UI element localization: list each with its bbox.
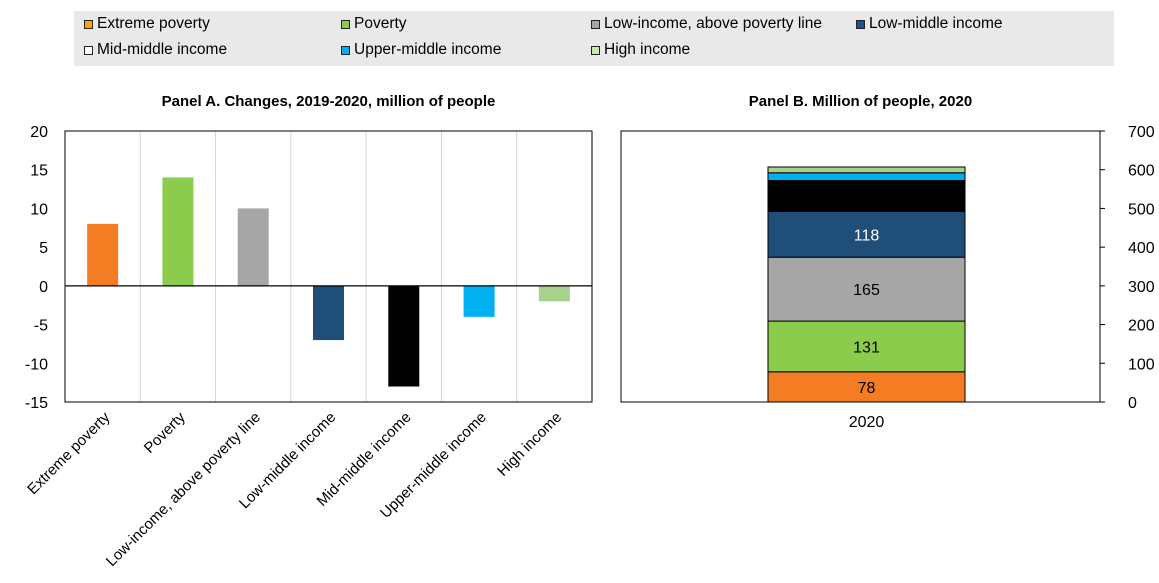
legend-label: Upper-middle income bbox=[354, 41, 502, 58]
panel-b-frame bbox=[620, 130, 1101, 403]
panel-b-y-tick-label: 400 bbox=[1128, 240, 1155, 257]
legend-swatch bbox=[84, 19, 93, 29]
panel-a-y-tick-label: 5 bbox=[39, 240, 48, 257]
panel-a-y-tick-label: -10 bbox=[25, 356, 48, 373]
legend-swatch bbox=[84, 45, 93, 55]
panel-b-y-tick-label: 100 bbox=[1128, 356, 1155, 373]
panel-a-frame bbox=[64, 130, 593, 403]
panel-b-data-label: 131 bbox=[853, 339, 880, 356]
legend-swatch bbox=[856, 19, 865, 29]
panel-b-y-tick-label: 300 bbox=[1128, 279, 1155, 296]
legend-item: Mid-middle income bbox=[84, 40, 227, 60]
legend-label: Low-middle income bbox=[869, 15, 1003, 32]
panel-a-x-tick-label: High income bbox=[494, 409, 565, 480]
panel-b-stack-segment bbox=[767, 211, 966, 258]
panel-a-bar bbox=[237, 208, 269, 286]
legend-swatch bbox=[341, 45, 350, 55]
panel-a-bar bbox=[538, 285, 570, 302]
panel-a-x-tick-label: Low-income, above poverty line bbox=[103, 409, 264, 570]
panel-b-data-label: 165 bbox=[853, 282, 880, 299]
panel-a-bar bbox=[313, 285, 344, 341]
legend-swatch bbox=[341, 19, 350, 29]
panel-b-y-tick-label: 0 bbox=[1128, 395, 1137, 412]
panel-a-bar bbox=[463, 285, 495, 317]
panel-b-stack-segment bbox=[767, 166, 966, 174]
panel-b-stack-segment bbox=[767, 180, 966, 213]
panel-a-y-tick-label: 0 bbox=[39, 279, 48, 296]
legend: Extreme poverty Poverty Low-income, above … bbox=[74, 11, 1114, 66]
panel-a-y-tick-label: -15 bbox=[25, 395, 48, 412]
legend-swatch bbox=[591, 45, 600, 55]
legend-label: Mid-middle income bbox=[97, 41, 228, 58]
panel-a-bar bbox=[388, 285, 420, 387]
panel-a-y-tick-label: -5 bbox=[34, 318, 48, 335]
panel-b-y-tick-label: 200 bbox=[1128, 318, 1155, 335]
panel-a-y-tick-label: 10 bbox=[30, 201, 48, 218]
legend-item: Upper-middle income bbox=[341, 40, 501, 60]
panel-b-data-label: 118 bbox=[854, 227, 880, 244]
panel-b-stack-segment bbox=[767, 371, 966, 403]
panel-a-y-tick-label: 15 bbox=[30, 163, 48, 180]
legend-label: Poverty bbox=[354, 15, 407, 32]
legend-item: Low-income, above poverty line bbox=[591, 14, 822, 34]
panel-a-y-tick-label: 20 bbox=[30, 124, 48, 141]
panel-a-bar bbox=[162, 177, 194, 286]
legend-label: Extreme poverty bbox=[97, 15, 210, 32]
panel-b-stack-segment bbox=[767, 172, 966, 182]
panel-b-y-tick-label: 700 bbox=[1128, 124, 1155, 141]
panel-b-title: Panel B. Million of people, 2020 bbox=[749, 93, 972, 110]
panel-a-bar bbox=[87, 223, 119, 286]
legend-label: Low-income, above poverty line bbox=[604, 15, 822, 32]
panel-a-x-tick-label: Extreme poverty bbox=[24, 408, 114, 498]
legend-item: Extreme poverty bbox=[84, 14, 210, 34]
panel-b-y-tick-label: 600 bbox=[1128, 163, 1155, 180]
panel-b-data-label: 78 bbox=[858, 380, 876, 397]
legend-swatch bbox=[591, 19, 600, 29]
panel-b-y-tick-label: 500 bbox=[1128, 201, 1155, 218]
panel-b-stack-segment bbox=[767, 256, 966, 322]
panel-a-x-tick-label: Poverty bbox=[141, 408, 189, 456]
panel-a-title: Panel A. Changes, 2019-2020, million of … bbox=[162, 93, 496, 110]
legend-label: High income bbox=[604, 41, 691, 58]
legend-item: Poverty bbox=[341, 14, 407, 34]
legend-item: High income bbox=[591, 40, 690, 60]
panel-b-x-tick-label: 2020 bbox=[849, 414, 885, 431]
legend-item: Low-middle income bbox=[856, 14, 1003, 34]
